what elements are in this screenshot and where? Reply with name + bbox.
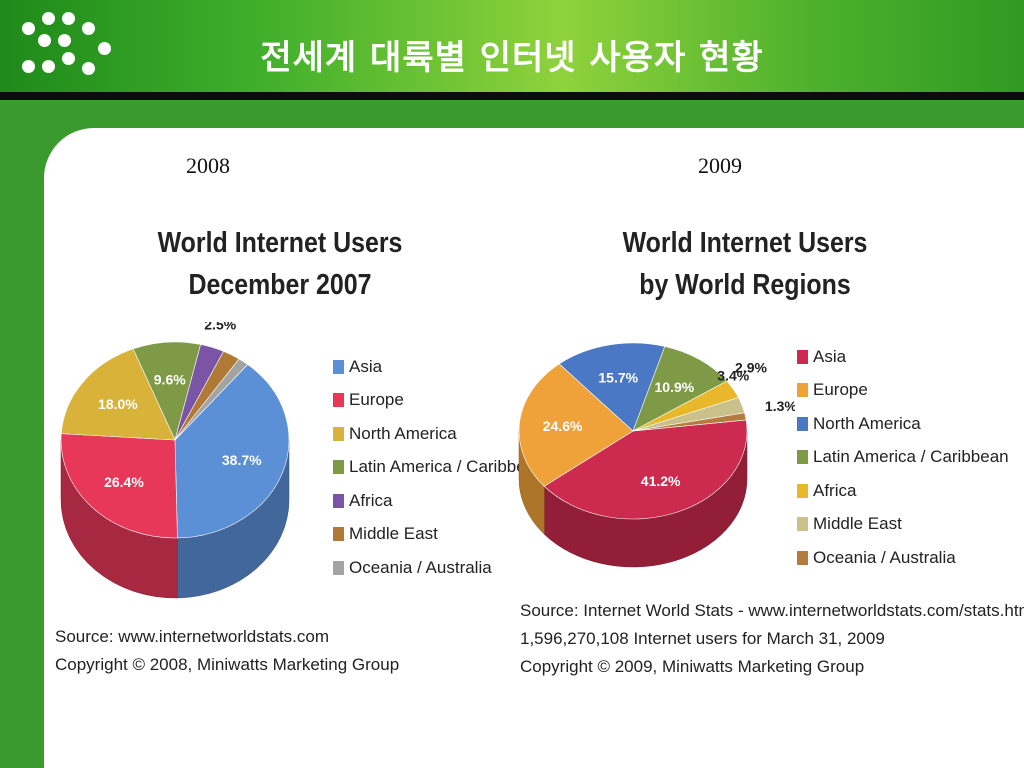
chart2-legend-item: Africa (797, 474, 1009, 508)
chart2-legend-item: North America (797, 407, 1009, 441)
chart2-data-label-1: 24.6% (543, 418, 583, 434)
legend-label: Africa (349, 490, 393, 510)
legend-swatch (333, 460, 344, 475)
chart1-data-label-2: 18.0% (98, 396, 138, 412)
legend-swatch (333, 527, 344, 542)
legend-label: Oceania / Australia (349, 557, 492, 577)
legend-swatch (797, 383, 808, 398)
legend-label: Asia (813, 346, 847, 366)
legend-label: Middle East (349, 524, 438, 544)
chart2-source-line-2: Copyright © 2009, Miniwatts Marketing Gr… (520, 657, 865, 676)
chart2-slice-3 (632, 346, 728, 432)
chart1-data-label-1: 26.4% (104, 474, 144, 490)
header-divider (0, 92, 1024, 100)
chart1-legend-item: Africa (333, 484, 545, 518)
chart2-slice-2 (558, 342, 666, 432)
legend-label: Latin America / Caribbean (813, 447, 1009, 467)
chart2-data-label-2: 15.7% (598, 370, 638, 386)
chart1-legend-item: North America (333, 417, 545, 451)
chart2-slice-6 (632, 412, 747, 432)
chart2-title: World Internet Users by World Regions (590, 222, 900, 306)
chart1-data-label-0: 38.7% (222, 452, 262, 468)
chart2-data-label-3: 10.9% (655, 379, 695, 395)
chart1-legend: Asia Europe North America Latin America / C… (333, 350, 545, 585)
legend-label: Europe (349, 390, 404, 410)
slide-title: 전세계 대륙별 인터넷 사용자 현황 (260, 38, 764, 78)
chart2-source: Source: Internet World Stats - www.inter… (520, 597, 1024, 681)
legend-swatch (797, 416, 808, 431)
chart1-legend-item: Asia (333, 350, 545, 384)
chart1-slice-6 (174, 358, 249, 441)
chart1-legend-item: Europe (333, 384, 545, 418)
chart2-legend: Asia Europe North America Latin America / C… (797, 340, 1009, 575)
chart2-legend-item: Asia (797, 340, 1009, 374)
chart1-legend-item: Middle East (333, 518, 545, 552)
chart1-pie: 38.7%26.4%18.0%9.6%3.4%2.5%1.5% (60, 322, 290, 599)
chart1-title-line1: World Internet Users (157, 227, 403, 259)
chart2-legend-item: Europe (797, 374, 1009, 408)
legend-label: Africa (813, 480, 857, 500)
legend-swatch (797, 517, 808, 532)
chart2-data-label-4: 3.4% (717, 368, 749, 384)
chart1-slice-2 (60, 348, 176, 441)
legend-swatch (333, 493, 344, 508)
chart2-legend-item: Oceania / Australia (797, 541, 1009, 575)
chart2-data-label-5: 2.9% (735, 360, 767, 376)
chart1-source: Source: www.internetworldstats.com Copyri… (55, 623, 399, 679)
chart1-source-line-0: Source: www.internetworldstats.com (55, 627, 329, 646)
chart2-data-label-0: 41.2% (641, 473, 681, 489)
chart1-legend-item: Oceania / Australia (333, 551, 545, 585)
legend-label: Oceania / Australia (813, 547, 956, 567)
year-label-2008: 2008 (186, 153, 230, 178)
legend-swatch (797, 550, 808, 565)
legend-swatch (333, 359, 344, 374)
chart2-source-line-0: Source: Internet World Stats - www.inter… (520, 601, 1024, 620)
legend-swatch (797, 483, 808, 498)
chart2-legend-item: Middle East (797, 508, 1009, 542)
chart2-slice-0 (543, 419, 748, 520)
legend-swatch (797, 349, 808, 364)
legend-label: Latin America / Caribbean (349, 457, 545, 477)
chart2-pie: 41.2% 24.6% 15.7% 10.9% 3.4%2.9% 1.3% (518, 342, 795, 568)
chart2-slice-1 (518, 363, 634, 487)
legend-label: North America (349, 423, 457, 443)
chart1-data-label-5: 2.5% (204, 322, 236, 333)
chart1-title: World Internet Users December 2007 (125, 222, 435, 306)
chart1-source-line-1: Copyright © 2008, Miniwatts Marketing Gr… (55, 655, 400, 674)
chart2-title-line2: by World Regions (639, 269, 851, 301)
year-label-2009: 2009 (698, 153, 742, 178)
chart2-source-line-1: 1,596,270,108 Internet users for March 3… (520, 629, 885, 648)
chart1-title-line2: December 2007 (188, 269, 372, 301)
legend-label: Asia (349, 356, 383, 376)
legend-label: Middle East (813, 514, 902, 534)
chart1-slice-0 (174, 364, 290, 539)
legend-label: Europe (813, 380, 868, 400)
legend-label: North America (813, 413, 921, 433)
chart2-legend-item: Latin America / Caribbean (797, 441, 1009, 475)
legend-swatch (333, 393, 344, 408)
chart1-data-label-3: 9.6% (154, 371, 186, 387)
chart1-slice-1 (60, 433, 178, 539)
chart1-legend-item: Latin America / Caribbean (333, 451, 545, 485)
legend-swatch (333, 560, 344, 575)
chart2-title-line1: World Internet Users (622, 227, 868, 259)
legend-swatch (797, 450, 808, 465)
chart2-data-label-6: 1.3% (765, 398, 795, 414)
legend-swatch (333, 426, 344, 441)
header-bar (0, 0, 1024, 92)
